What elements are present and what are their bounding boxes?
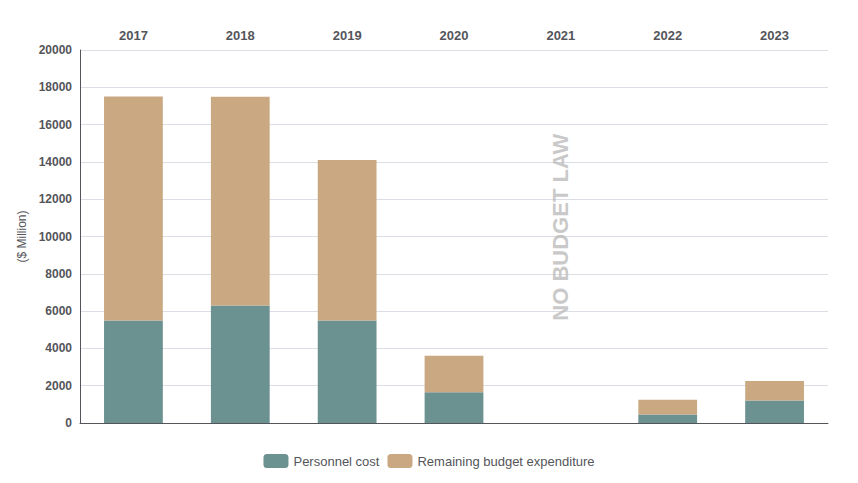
svg-text:2022: 2022 <box>653 28 682 43</box>
svg-text:2023: 2023 <box>760 28 789 43</box>
svg-text:Personnel cost: Personnel cost <box>293 454 379 469</box>
svg-text:6000: 6000 <box>45 304 72 318</box>
svg-text:14000: 14000 <box>39 155 73 169</box>
svg-text:8000: 8000 <box>45 267 72 281</box>
svg-text:NO BUDGET LAW: NO BUDGET LAW <box>548 133 573 320</box>
svg-text:4000: 4000 <box>45 341 72 355</box>
svg-text:0: 0 <box>65 416 72 430</box>
svg-text:20000: 20000 <box>39 43 73 57</box>
svg-text:2018: 2018 <box>226 28 255 43</box>
svg-text:2017: 2017 <box>119 28 148 43</box>
svg-text:2000: 2000 <box>45 379 72 393</box>
svg-text:16000: 16000 <box>39 118 73 132</box>
svg-text:2020: 2020 <box>440 28 469 43</box>
svg-text:2021: 2021 <box>546 28 575 43</box>
svg-text:18000: 18000 <box>39 80 73 94</box>
svg-text:2019: 2019 <box>333 28 362 43</box>
svg-text:Remaining budget expenditure: Remaining budget expenditure <box>417 454 594 469</box>
svg-text:12000: 12000 <box>39 192 73 206</box>
svg-text:10000: 10000 <box>39 230 73 244</box>
svg-text:($ Million): ($ Million) <box>15 210 29 262</box>
